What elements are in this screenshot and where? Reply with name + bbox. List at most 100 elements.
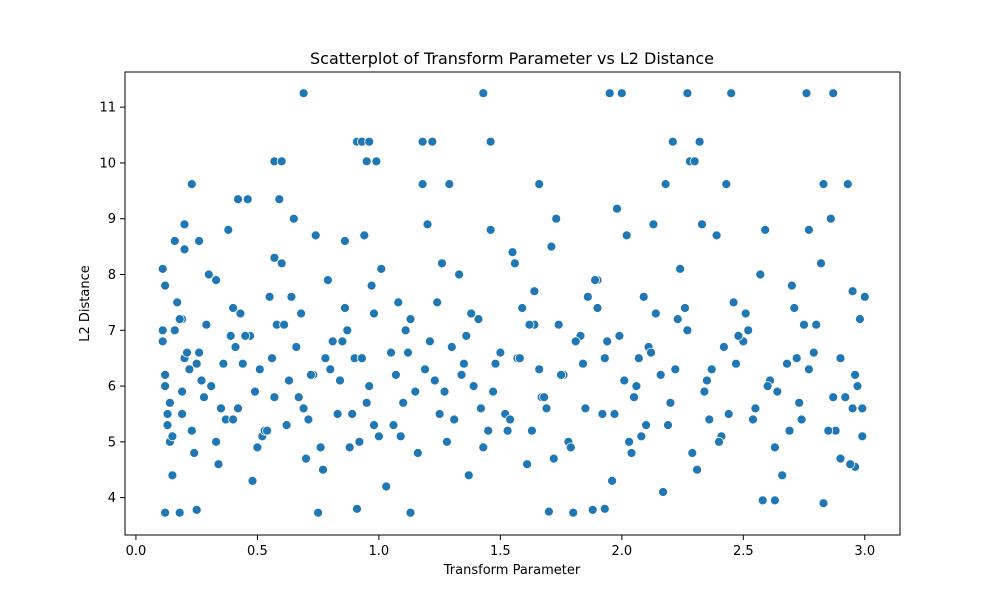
y-tick-label: 11 — [99, 101, 116, 116]
data-point — [495, 347, 506, 358]
data-point — [291, 342, 302, 352]
data-point — [507, 247, 518, 258]
data-point — [675, 263, 685, 274]
data-point — [527, 425, 537, 436]
data-point — [461, 330, 472, 341]
data-point — [196, 375, 207, 386]
data-point — [828, 88, 839, 99]
data-point — [298, 403, 309, 414]
data-point — [663, 420, 673, 431]
chart-title: Scatterplot of Transform Parameter vs L2… — [310, 49, 714, 68]
data-point — [305, 369, 316, 380]
data-point — [177, 386, 188, 397]
data-point — [191, 504, 202, 515]
data-point — [804, 364, 814, 375]
data-point — [847, 286, 858, 297]
data-point — [629, 392, 639, 403]
data-point — [160, 280, 171, 291]
data-point — [847, 403, 858, 414]
data-point — [417, 136, 428, 147]
x-tick-label: 2.0 — [611, 544, 632, 559]
data-point — [748, 414, 758, 425]
data-point — [160, 381, 171, 392]
data-point — [194, 347, 205, 358]
data-point — [475, 403, 486, 414]
data-point — [247, 475, 258, 486]
data-point — [369, 308, 379, 319]
data-point — [553, 319, 564, 330]
data-point — [242, 194, 253, 205]
data-point — [570, 336, 581, 347]
data-point — [799, 319, 809, 330]
data-point — [342, 325, 353, 336]
data-point — [565, 442, 576, 453]
data-point — [429, 375, 440, 386]
data-point — [186, 179, 197, 190]
data-point — [417, 179, 428, 190]
data-point — [840, 392, 851, 403]
data-point — [568, 507, 579, 518]
data-point — [456, 369, 467, 380]
data-point — [485, 136, 496, 147]
data-point — [211, 436, 222, 447]
data-point — [162, 420, 173, 431]
data-point — [714, 436, 724, 447]
data-point — [332, 409, 343, 419]
data-point — [818, 498, 829, 509]
plot-frame — [124, 71, 901, 536]
data-point — [828, 392, 839, 403]
data-point — [723, 409, 734, 419]
data-point — [254, 364, 265, 375]
data-point — [587, 504, 598, 515]
data-point — [816, 258, 826, 269]
data-point — [313, 507, 324, 518]
data-point — [534, 364, 545, 375]
data-point — [449, 414, 460, 425]
data-point — [770, 495, 780, 506]
data-point — [298, 88, 309, 99]
y-axis-title: L2 Distance — [78, 265, 93, 342]
data-point — [446, 342, 457, 352]
data-point — [395, 431, 406, 442]
data-point — [359, 230, 370, 241]
data-point — [787, 280, 797, 291]
data-point — [823, 425, 834, 436]
data-point — [364, 136, 375, 147]
data-point — [225, 330, 236, 341]
data-point — [631, 381, 642, 392]
data-point — [194, 236, 205, 246]
data-point — [648, 219, 659, 230]
data-point — [728, 297, 739, 308]
data-point — [252, 442, 263, 453]
data-point — [400, 325, 411, 336]
data-point — [361, 156, 372, 167]
data-point — [206, 381, 217, 392]
data-point — [818, 179, 829, 190]
data-point — [335, 375, 345, 386]
data-point — [454, 269, 465, 280]
data-point — [303, 414, 314, 425]
data-point — [621, 230, 632, 241]
data-point — [344, 442, 355, 453]
data-point — [376, 263, 387, 274]
data-point — [405, 507, 416, 518]
data-point — [269, 252, 280, 263]
data-point — [719, 342, 729, 352]
data-point — [682, 88, 693, 99]
data-point — [624, 436, 634, 447]
data-point — [410, 386, 421, 397]
data-point — [267, 353, 277, 364]
data-point — [405, 314, 416, 325]
data-point — [466, 308, 477, 319]
data-point — [182, 347, 192, 358]
data-point — [784, 425, 795, 436]
data-point — [364, 381, 375, 392]
data-point — [789, 303, 800, 313]
x-tick-label: 3.0 — [854, 544, 875, 559]
data-point — [381, 481, 392, 492]
data-point — [327, 336, 338, 347]
data-point — [551, 213, 562, 224]
data-point — [692, 464, 702, 475]
data-point — [179, 219, 190, 230]
